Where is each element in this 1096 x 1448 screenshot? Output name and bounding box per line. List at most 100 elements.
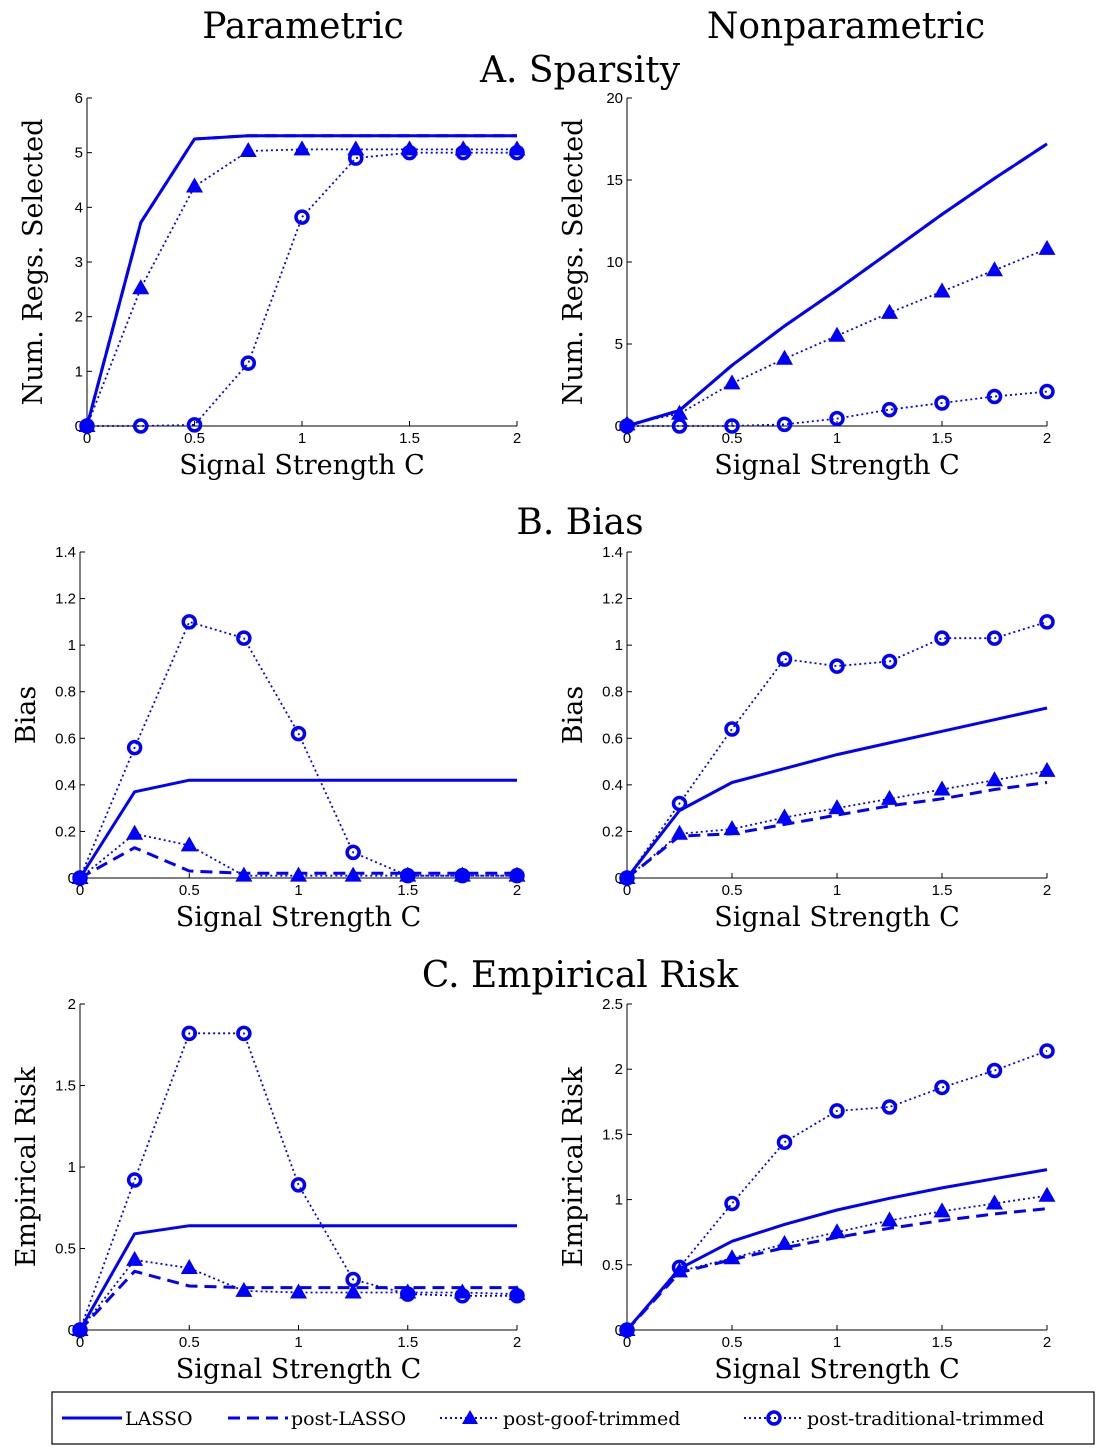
point-post-traditional-trimmed (671, 418, 688, 434)
x-tick-label: 1.5 (932, 882, 953, 899)
point-post-traditional-trimmed (454, 1288, 471, 1304)
point-post-goof-trimmed (180, 1259, 198, 1275)
y-tick-label: 1 (615, 1192, 623, 1209)
point-post-traditional-trimmed (294, 209, 310, 225)
point-post-goof-trimmed (776, 1234, 793, 1250)
point-post-goof-trimmed (235, 1281, 253, 1297)
y-tick-label: 1 (75, 363, 83, 380)
y-tick-label: 0 (615, 1322, 623, 1339)
point-post-goof-trimmed (723, 1249, 741, 1265)
section-title-bias: B. Bias (516, 502, 643, 543)
point-post-traditional-trimmed (1039, 1043, 1055, 1059)
panel-a-sparsity-parametric: 0 0.5 1 1.5 2 0 1 2 3 4 5 6 Signal Strength C Num. Re… (18, 90, 526, 481)
point-post-traditional-trimmed (776, 416, 793, 433)
x-tick-label: 0.5 (184, 430, 205, 447)
y-tick-label: 0.4 (602, 777, 623, 794)
series-line-post-lasso (626, 142, 1048, 428)
point-post-goof-trimmed (344, 1283, 362, 1299)
series-line-post-traditional-trimmed (87, 151, 517, 427)
point-post-goof-trimmed (239, 142, 257, 158)
legend-marker-triangle (462, 1410, 478, 1424)
y-tick-label: 1.2 (602, 591, 623, 608)
point-post-goof-trimmed (671, 824, 688, 840)
point-post-traditional-trimmed (345, 1271, 361, 1288)
series-line-post-goof-trimmed (86, 148, 517, 427)
column-title-parametric: Parametric (202, 6, 404, 47)
point-post-traditional-trimmed (619, 870, 635, 886)
point-post-goof-trimmed (723, 820, 741, 836)
y-tick-label: 1.5 (55, 1078, 76, 1095)
x-tick-label: 0.5 (722, 430, 743, 447)
point-post-goof-trimmed (776, 808, 793, 824)
point-post-traditional-trimmed (724, 418, 740, 434)
y-tick-label: 0 (615, 870, 623, 887)
point-post-traditional-trimmed (290, 1177, 307, 1193)
x-tick-label: 2 (1043, 430, 1051, 447)
y-tick-label: 0.6 (55, 730, 76, 747)
point-post-traditional-trimmed (881, 653, 898, 670)
point-post-traditional-trimmed (1039, 614, 1055, 630)
point-post-goof-trimmed (126, 1250, 144, 1266)
y-tick-label: 0.2 (55, 823, 76, 840)
legend-box (51, 1391, 1095, 1445)
series-line-post-traditional-trimmed (627, 390, 1048, 427)
point-post-traditional-trimmed (986, 388, 1003, 405)
y-tick-label: 3 (75, 254, 83, 271)
y-tick-label: 2 (75, 309, 83, 326)
point-post-traditional-trimmed (126, 1172, 143, 1188)
point-post-traditional-trimmed (986, 1062, 1003, 1079)
point-post-traditional-trimmed (181, 614, 197, 630)
point-post-traditional-trimmed (881, 1099, 898, 1115)
y-tick-label: 0 (68, 1322, 76, 1339)
x-axis-label: Signal Strength C (176, 902, 422, 933)
x-tick-label: 1.5 (397, 882, 418, 899)
x-tick-label: 0 (76, 1334, 84, 1351)
point-post-traditional-trimmed (348, 150, 364, 166)
series-line-post-lasso (78, 1269, 517, 1332)
y-tick-label: 2.5 (602, 996, 623, 1013)
panel-b-bias-parametric: 0 0.5 1 1.5 2 0 0.2 0.4 0.6 0.8 1 1.2 1.4 Signal Stre… (11, 544, 526, 933)
point-post-goof-trimmed (986, 771, 1003, 787)
y-tick-label: 1 (615, 637, 623, 654)
panel-c-empirical-risk-nonparametric: 0 0.5 1 1.5 2 0 0.5 1 1.5 2 2.5 Signal Strength C Em… (558, 996, 1056, 1385)
point-post-goof-trimmed (933, 282, 951, 298)
y-tick-label: 6 (75, 90, 83, 107)
point-post-traditional-trimmed (509, 144, 525, 161)
series-line-lasso (85, 134, 517, 427)
x-tick-label: 1.5 (932, 1334, 953, 1351)
x-tick-label: 1.5 (932, 430, 953, 447)
series-line-post-goof-trimmed (626, 248, 1048, 426)
point-post-traditional-trimmed (79, 418, 95, 434)
x-tick-label: 0 (623, 430, 631, 447)
x-axis-label: Signal Strength C (714, 1354, 960, 1385)
point-post-goof-trimmed (723, 374, 741, 390)
x-axis-label: Signal Strength C (176, 1354, 422, 1385)
x-tick-label: 1 (294, 882, 302, 899)
series-line-post-lasso (626, 781, 1048, 880)
x-tick-label: 1.5 (397, 1334, 418, 1351)
point-post-goof-trimmed (671, 404, 688, 420)
point-post-traditional-trimmed (290, 725, 307, 742)
y-tick-label: 0.6 (602, 730, 623, 747)
point-post-goof-trimmed (1038, 239, 1056, 255)
x-tick-label: 0 (623, 882, 631, 899)
x-tick-label: 0.5 (179, 1334, 200, 1351)
y-tick-label: 0.8 (602, 684, 623, 701)
point-post-traditional-trimmed (455, 144, 471, 161)
x-axis-label: Signal Strength C (714, 902, 960, 933)
point-post-goof-trimmed (933, 1202, 951, 1218)
point-post-traditional-trimmed (72, 1322, 88, 1338)
x-tick-label: 2 (513, 1334, 521, 1351)
y-tick-label: 0 (75, 418, 83, 435)
series-line-lasso (78, 1224, 517, 1331)
x-tick-label: 0.5 (179, 882, 200, 899)
section-title-empirical-risk: C. Empirical Risk (422, 955, 740, 996)
series-line-lasso (626, 142, 1048, 428)
point-post-traditional-trimmed (881, 401, 898, 418)
point-post-traditional-trimmed (509, 867, 525, 884)
legend-marker-circle (766, 1410, 782, 1426)
point-post-traditional-trimmed (986, 630, 1003, 646)
point-post-traditional-trimmed (619, 1322, 635, 1338)
series-line-post-traditional-trimmed (626, 621, 1048, 879)
y-tick-label: 0.5 (55, 1241, 76, 1258)
